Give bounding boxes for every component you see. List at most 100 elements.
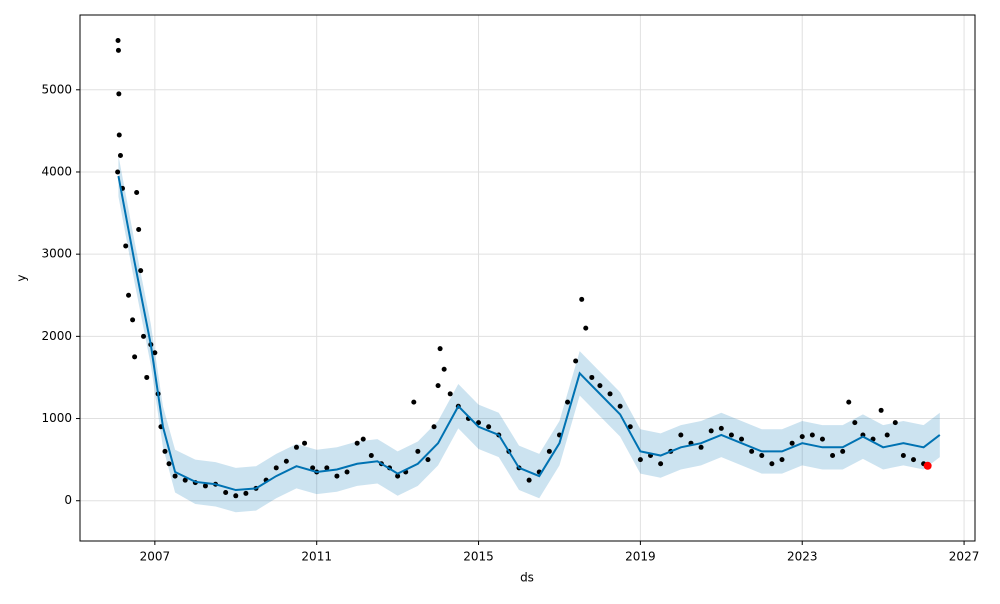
data-point	[152, 350, 158, 356]
data-point	[166, 461, 172, 467]
data-point	[126, 292, 132, 298]
data-point	[141, 333, 147, 339]
x-tick-label: 2015	[463, 550, 494, 564]
y-tick-label: 0	[64, 493, 72, 507]
data-point	[852, 420, 858, 426]
data-point	[779, 457, 785, 463]
y-tick-label: 3000	[41, 247, 72, 261]
data-point	[900, 453, 906, 459]
data-point	[447, 391, 453, 397]
data-point	[233, 493, 239, 499]
data-point	[324, 465, 330, 471]
y-tick-label: 2000	[41, 329, 72, 343]
data-point	[115, 169, 121, 175]
data-point	[116, 132, 122, 138]
data-point	[354, 440, 360, 446]
x-tick-label: 2007	[140, 550, 171, 564]
data-point	[437, 346, 443, 352]
data-point	[123, 243, 129, 249]
data-point	[415, 448, 421, 454]
data-point	[130, 317, 136, 323]
data-point	[799, 434, 805, 440]
y-tick-label: 5000	[41, 82, 72, 96]
data-point	[144, 374, 150, 380]
data-point	[162, 448, 168, 454]
data-point	[809, 432, 815, 438]
data-point	[435, 383, 441, 389]
data-point	[134, 190, 140, 196]
data-point	[431, 424, 437, 430]
data-point	[819, 436, 825, 442]
data-point	[698, 444, 704, 450]
y-axis-label: y	[15, 274, 29, 281]
data-point	[368, 453, 374, 459]
data-point	[789, 440, 795, 446]
data-point	[708, 428, 714, 434]
data-point	[136, 227, 142, 233]
data-point	[395, 473, 401, 479]
data-point	[749, 448, 755, 454]
data-point	[579, 296, 585, 302]
y-tick-label: 1000	[41, 411, 72, 425]
data-point	[589, 374, 595, 380]
data-point	[334, 473, 340, 479]
data-point	[769, 461, 775, 467]
data-point	[310, 465, 316, 471]
data-point	[573, 358, 579, 364]
data-point	[116, 91, 122, 97]
data-point	[486, 424, 492, 430]
x-tick-label: 2019	[625, 550, 656, 564]
data-point	[923, 461, 932, 470]
data-point	[565, 399, 571, 405]
data-point	[344, 469, 350, 475]
data-point	[627, 424, 633, 430]
data-point	[115, 47, 121, 53]
data-point	[728, 432, 734, 438]
x-tick-label: 2027	[949, 550, 980, 564]
data-point	[138, 268, 144, 274]
x-tick-label: 2023	[787, 550, 818, 564]
data-point	[546, 448, 552, 454]
forecast-line	[117, 175, 941, 492]
data-point	[117, 153, 123, 159]
data-point	[884, 432, 890, 438]
data-point	[273, 465, 279, 471]
data-point	[202, 483, 208, 489]
data-point	[718, 425, 724, 431]
x-tick-label: 2011	[301, 550, 332, 564]
data-point	[425, 457, 431, 463]
data-point	[476, 420, 482, 426]
uncertainty-band	[118, 155, 940, 513]
data-point	[678, 432, 684, 438]
data-point	[115, 37, 121, 43]
data-point	[132, 354, 138, 360]
data-point	[182, 477, 188, 483]
data-point	[302, 440, 308, 446]
data-point	[739, 436, 745, 442]
data-point	[759, 453, 765, 459]
data-point	[411, 399, 417, 405]
data-point	[878, 407, 884, 413]
data-point	[172, 473, 178, 479]
data-point	[637, 457, 643, 463]
data-point	[526, 477, 532, 483]
data-point	[583, 325, 589, 331]
data-point	[360, 436, 366, 442]
data-point	[840, 448, 846, 454]
x-axis-label: ds	[520, 571, 534, 585]
data-point	[223, 490, 229, 496]
data-point	[441, 366, 447, 372]
data-point	[830, 453, 836, 459]
data-point	[910, 457, 916, 463]
data-point	[846, 399, 852, 405]
data-point	[617, 403, 623, 409]
data-point	[658, 461, 664, 467]
data-point	[283, 458, 289, 464]
data-point	[607, 391, 613, 397]
y-tick-label: 4000	[41, 164, 72, 178]
data-point	[293, 444, 299, 450]
plot-frame	[79, 14, 976, 542]
data-point	[243, 490, 249, 496]
